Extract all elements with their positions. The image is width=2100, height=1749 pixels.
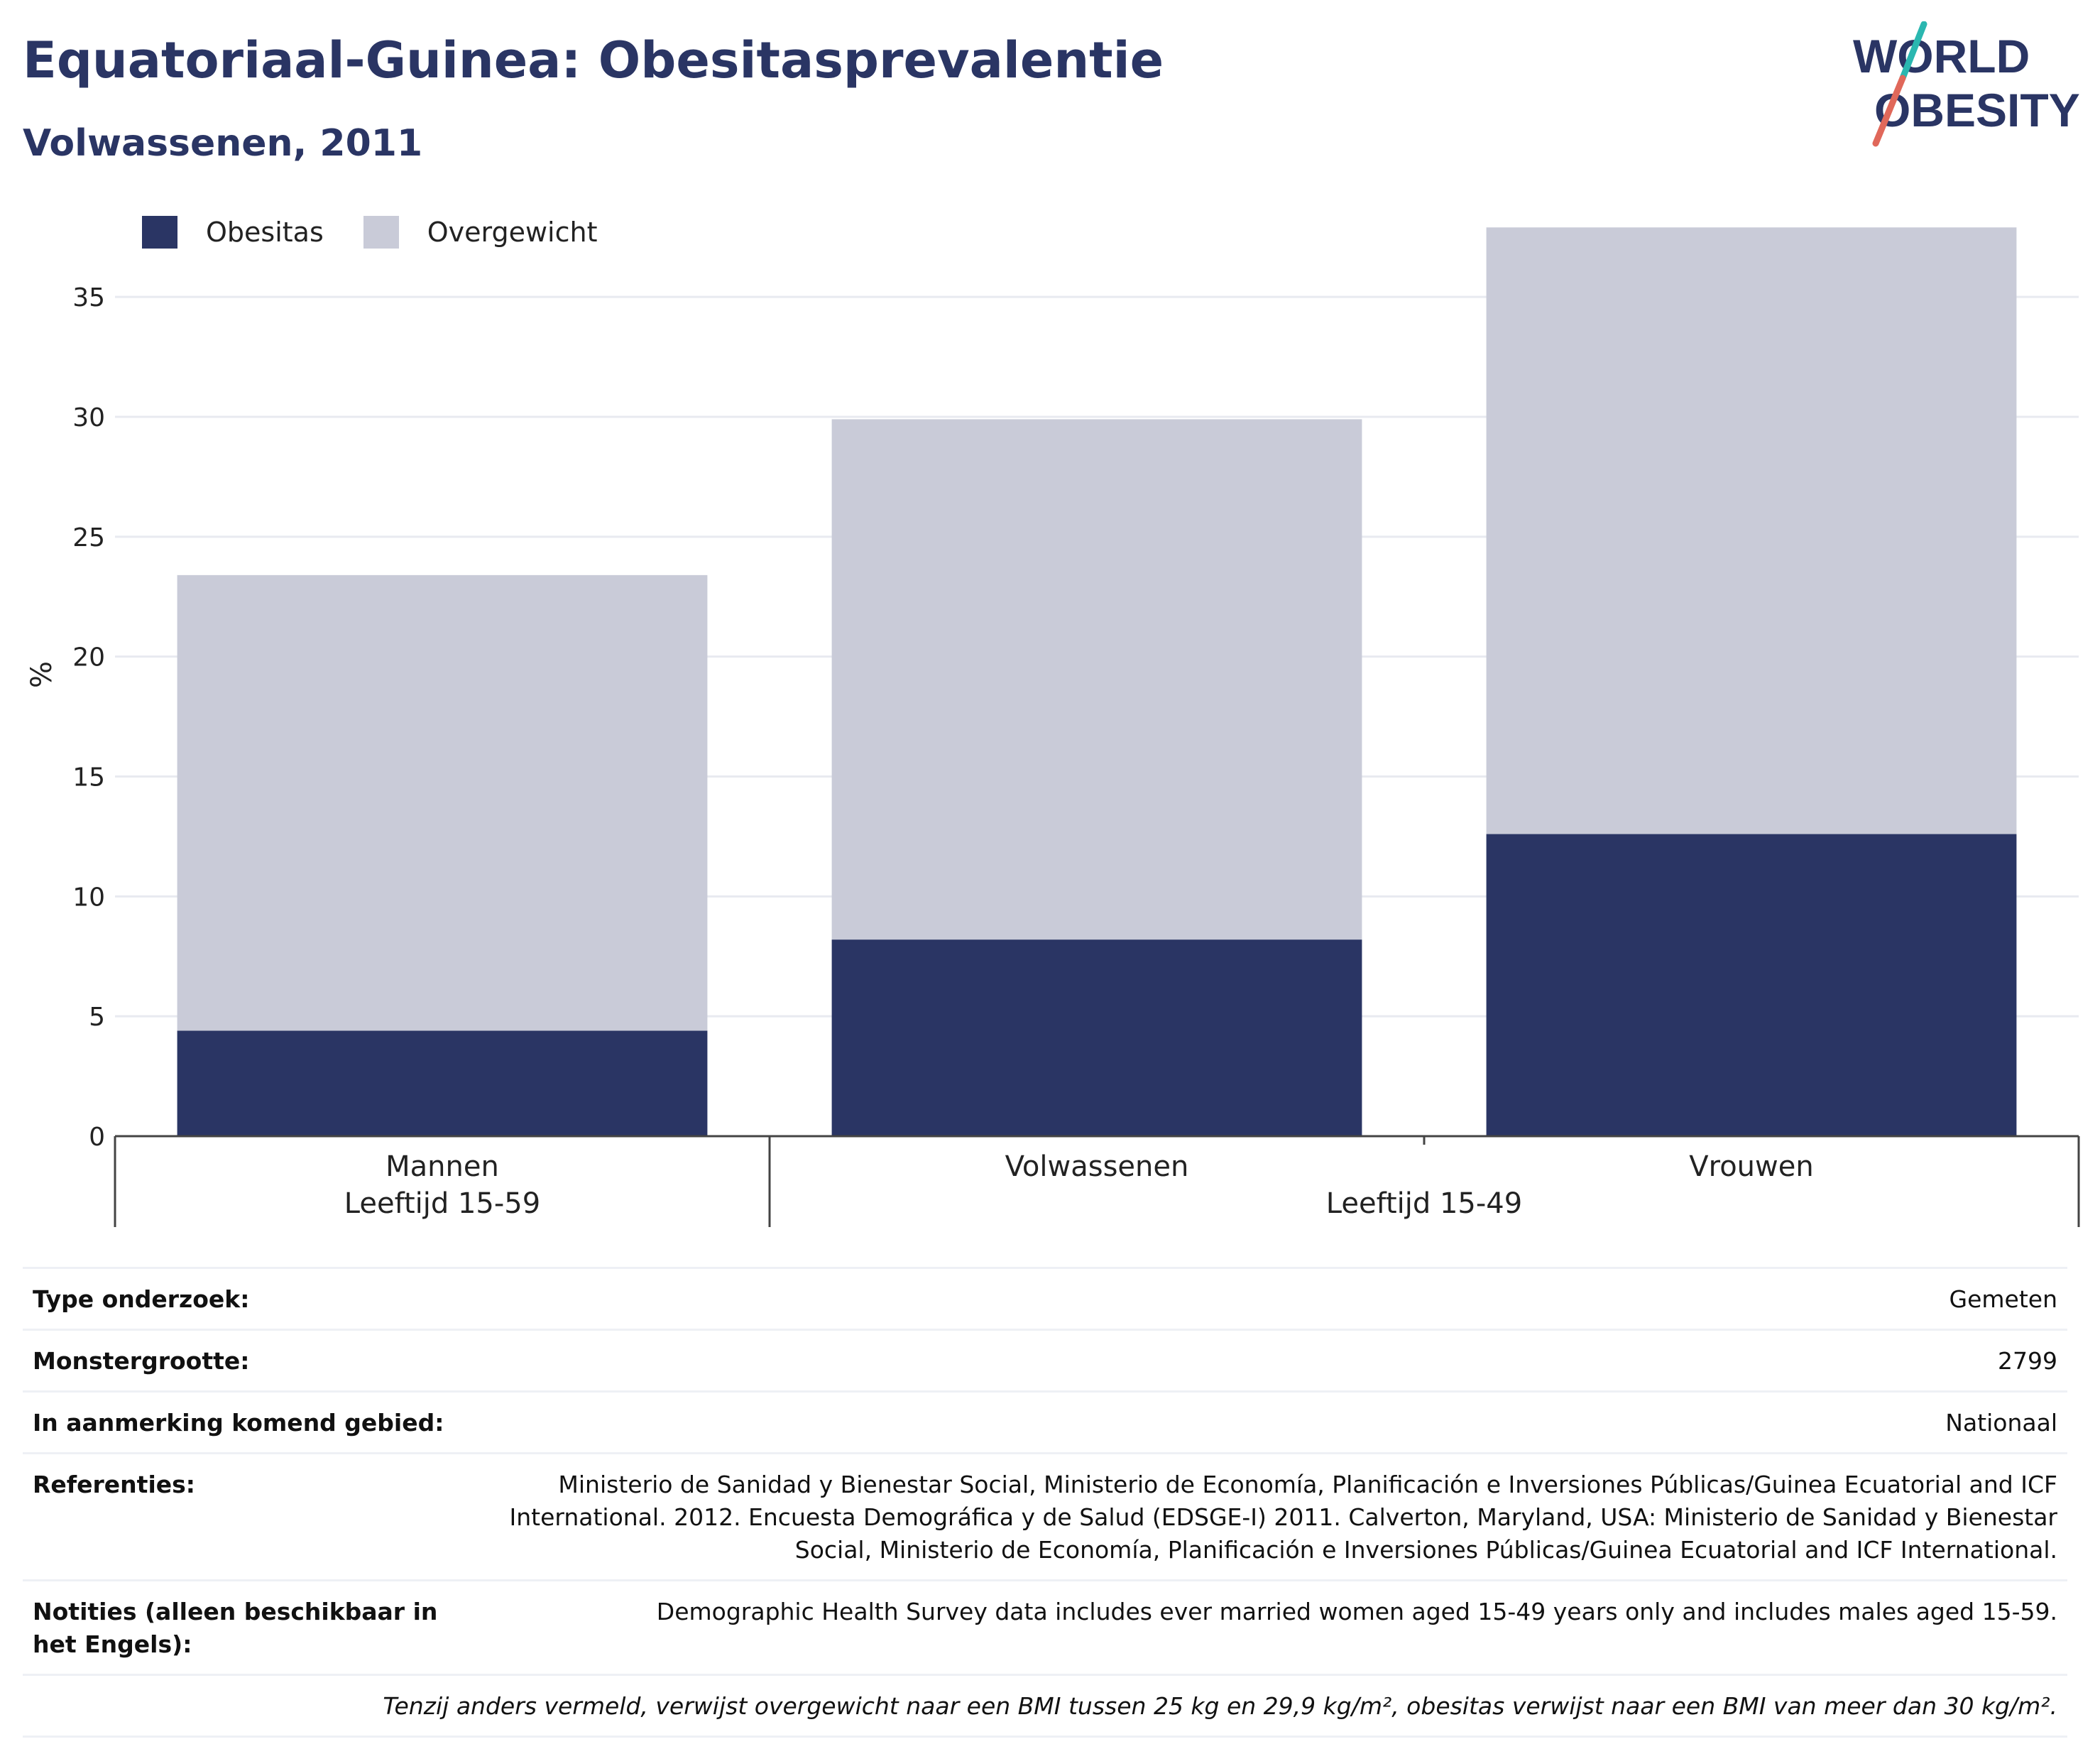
y-tick-label: 35	[72, 283, 105, 312]
info-row-footnote: Tenzij anders vermeld, verwijst overgewi…	[23, 1674, 2067, 1738]
x-category-label: Volwassenen	[1005, 1150, 1189, 1183]
legend-item-obesity[interactable]: Obesitas	[142, 216, 324, 249]
bar-obesity-volwassenen	[831, 939, 1362, 1136]
x-category-label: Mannen	[385, 1150, 499, 1183]
y-tick-label: 30	[72, 403, 105, 432]
y-tick-label: 25	[72, 523, 105, 552]
logo-slash-red	[1872, 75, 1906, 147]
y-tick-label: 0	[89, 1123, 105, 1152]
bar-chart: 0 5 10 15 20 25 30 35% Mannen Volwassenen Vrouwen L…	[26, 227, 2080, 1227]
info-label: Notities (alleen beschikbaar in het Enge…	[33, 1598, 438, 1658]
chart-subtitle: Volwassenen, 2011	[23, 122, 423, 165]
info-row-area: In aanmerking komend gebied: Nationaal	[23, 1390, 2067, 1452]
legend: Obesitas Overgewicht	[142, 213, 638, 251]
legend-swatch-overweight	[363, 216, 399, 249]
y-tick-label: 10	[72, 883, 105, 912]
logo-slash-teal	[1899, 21, 1927, 82]
info-row-references: Referenties: Ministerio de Sanidad y Bie…	[23, 1452, 2067, 1579]
info-row-sample-size: Monstergrootte: 2799	[23, 1329, 2067, 1390]
x-group-label: Leeftijd 15-49	[1326, 1187, 1522, 1220]
info-row-survey-type: Type onderzoek: Gemeten	[23, 1267, 2067, 1329]
info-value: Ministerio de Sanidad y Bienestar Social…	[509, 1471, 2057, 1564]
bar-overweight-vrouwen	[1486, 227, 2017, 834]
legend-swatch-obesity	[142, 216, 177, 249]
y-axis-title: %	[26, 661, 58, 688]
info-label: Monstergrootte:	[33, 1347, 250, 1375]
bar-overweight-mannen	[177, 574, 708, 1031]
x-category-label: Vrouwen	[1689, 1150, 1813, 1183]
y-tick-label: 5	[89, 1003, 105, 1032]
world-obesity-logo: WORLD OBESITY	[1853, 21, 2080, 147]
chart-title: Equatoriaal-Guinea: Obesitasprevalentie	[23, 31, 1164, 89]
legend-item-overweight[interactable]: Overgewicht	[363, 216, 598, 249]
legend-label-obesity: Obesitas	[206, 217, 324, 248]
logo-line2: OBESITY	[1874, 84, 2080, 136]
logo-line1: WORLD	[1853, 30, 2030, 82]
legend-label-overweight: Overgewicht	[427, 217, 598, 248]
info-label: In aanmerking komend gebied:	[33, 1409, 444, 1437]
y-tick-label: 20	[72, 643, 105, 672]
x-group-label: Leeftijd 15-59	[344, 1187, 540, 1220]
info-label: Referenties:	[33, 1471, 195, 1498]
info-row-notes: Notities (alleen beschikbaar in het Enge…	[23, 1579, 2067, 1674]
info-label: Type onderzoek:	[33, 1285, 250, 1313]
info-value: Gemeten	[1949, 1285, 2057, 1313]
bar-obesity-mannen	[177, 1030, 708, 1136]
y-tick-label: 15	[72, 763, 105, 792]
info-value: Nationaal	[1945, 1409, 2057, 1437]
info-value: Demographic Health Survey data includes …	[656, 1598, 2057, 1625]
bar-overweight-volwassenen	[831, 419, 1362, 940]
bar-obesity-vrouwen	[1486, 834, 2017, 1136]
footnote: Tenzij anders vermeld, verwijst overgewi…	[383, 1692, 2057, 1720]
survey-info-table: Type onderzoek: Gemeten Monstergrootte: …	[23, 1267, 2067, 1738]
info-value: 2799	[1998, 1347, 2057, 1375]
